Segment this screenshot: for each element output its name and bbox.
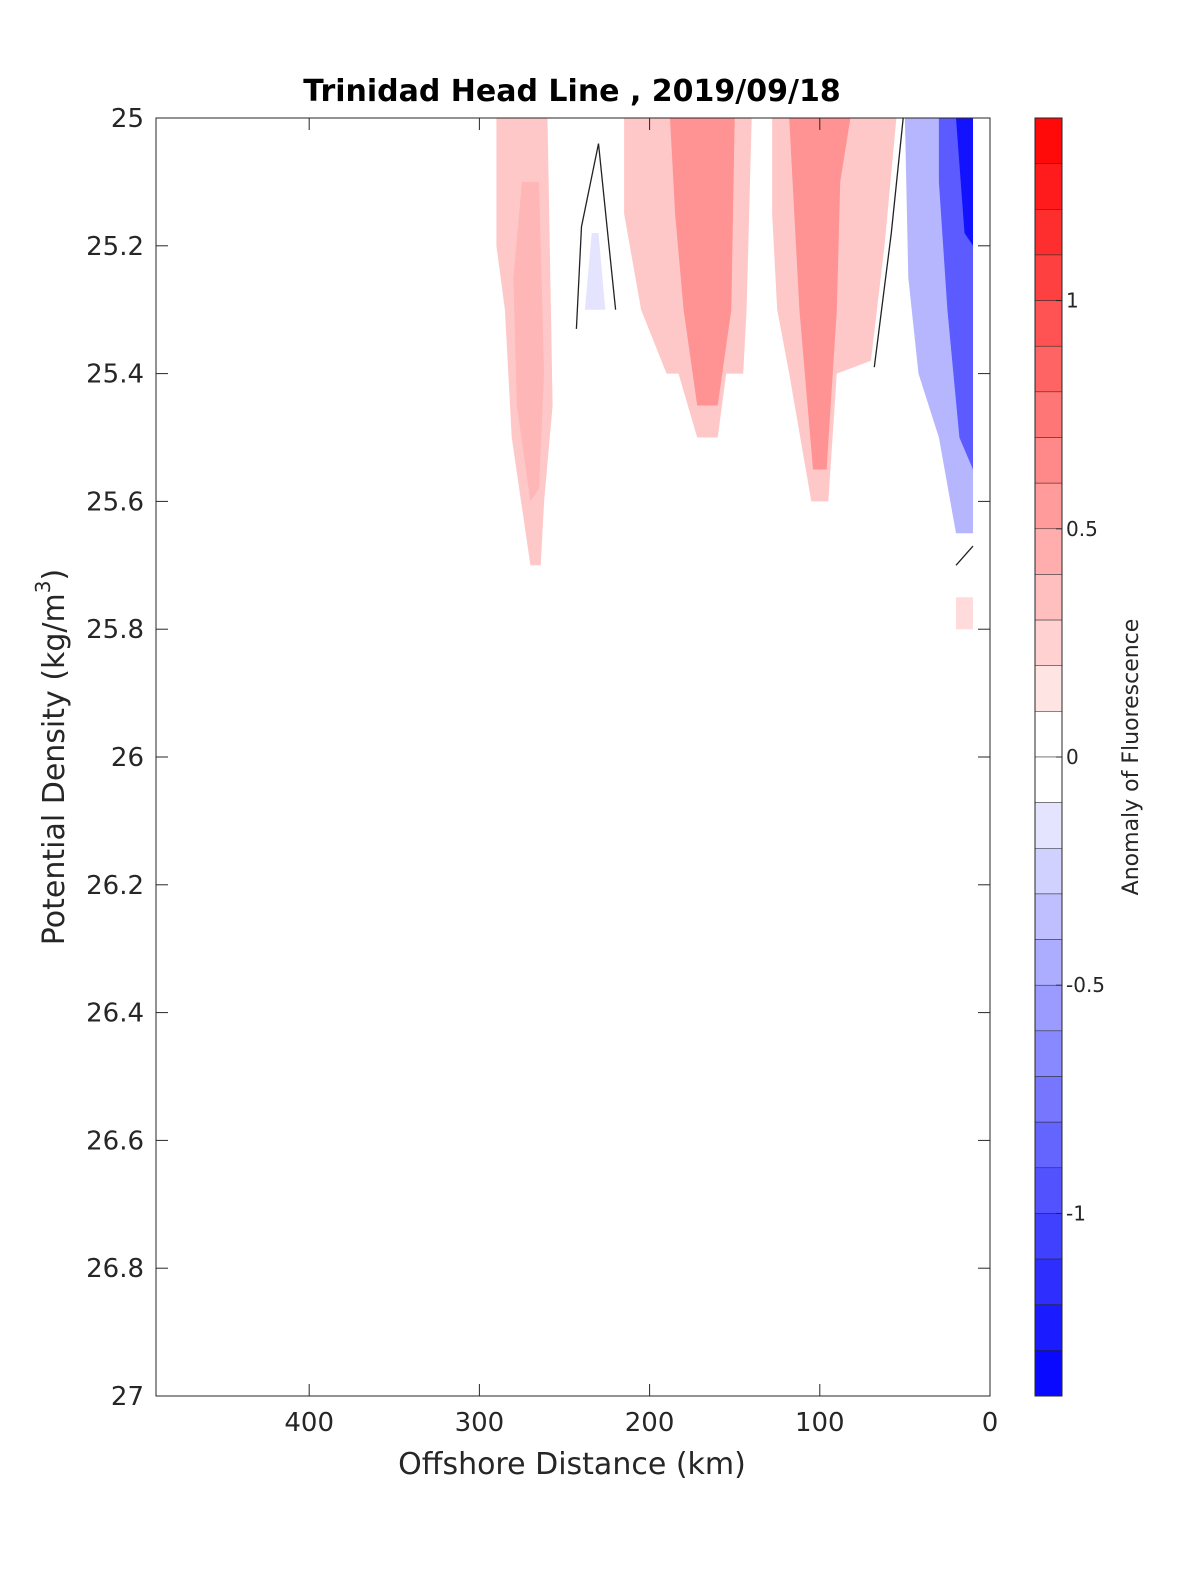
colorbar-band xyxy=(1034,1258,1063,1305)
colorbar-band xyxy=(1034,1350,1063,1397)
anomaly-region-near-positive-core xyxy=(789,118,851,470)
plot-frame xyxy=(155,117,991,1397)
x-tick-label: 400 xyxy=(284,1408,334,1438)
colorbar-band xyxy=(1034,756,1063,803)
anomaly-region-offshore-positive-core xyxy=(513,181,545,502)
y-axis-label-base: Potential Density (kg/m xyxy=(37,593,72,945)
colorbar-band xyxy=(1034,1121,1063,1169)
y-tick-label: 25.2 xyxy=(86,232,144,262)
colorbar-band xyxy=(1034,848,1063,895)
colorbar-band xyxy=(1034,437,1063,484)
plot-area xyxy=(155,117,991,1397)
colorbar: 1 0.5 0 -0.5 -1 Anomaly of Fluorescence xyxy=(1034,117,1144,1397)
colorbar-band xyxy=(1034,1304,1063,1351)
y-tick-label: 25 xyxy=(111,104,144,134)
fluorescence-anomaly-field xyxy=(496,118,973,630)
y-axis-label-end: ) xyxy=(37,569,72,581)
contour-zero-contour-coastal xyxy=(873,117,904,368)
colorbar-band xyxy=(1034,1030,1063,1077)
colorbar-band xyxy=(1034,1076,1063,1123)
contour-zero-contour-deep xyxy=(955,545,974,566)
colorbar-band xyxy=(1034,1167,1063,1214)
colorbar-band xyxy=(1034,528,1063,575)
x-tick-labels: 400 300 200 100 0 xyxy=(284,1408,998,1438)
anomaly-region-mid-positive-core xyxy=(670,118,735,406)
y-tick-label: 26.4 xyxy=(86,999,144,1029)
x-tick-label: 200 xyxy=(625,1408,675,1438)
colorbar-band xyxy=(1034,209,1063,256)
anomaly-region-small-negative-patch xyxy=(584,233,606,310)
colorbar-label: Anomaly of Fluorescence xyxy=(1119,619,1144,896)
contour-zero-contour-offshore xyxy=(575,143,617,329)
colorbar-band xyxy=(1034,711,1063,758)
colorbar-band xyxy=(1034,254,1063,301)
x-tick-label: 300 xyxy=(455,1408,505,1438)
y-axis-label: Potential Density (kg/m3) xyxy=(31,569,72,945)
colorbar-band xyxy=(1034,1213,1063,1260)
y-axis-label-superscript: 3 xyxy=(31,580,55,593)
anomaly-region-deep-positive-patch xyxy=(956,597,973,630)
colorbar-bands xyxy=(1034,117,1063,1397)
colorbar-band xyxy=(1034,391,1063,438)
colorbar-band xyxy=(1034,117,1063,164)
x-tick-label: 0 xyxy=(982,1408,999,1438)
colorbar-band xyxy=(1034,574,1063,621)
colorbar-band xyxy=(1034,619,1063,666)
colorbar-band xyxy=(1034,482,1063,530)
colorbar-band xyxy=(1034,802,1063,849)
x-axis-label: Offshore Distance (km) xyxy=(398,1447,746,1482)
colorbar-tick-label: -0.5 xyxy=(1066,973,1105,997)
anomaly-region-coastal-negative-edge xyxy=(956,118,973,246)
colorbar-tick-label: 0.5 xyxy=(1066,517,1098,541)
colorbar-band xyxy=(1034,163,1063,210)
y-tick-label: 26.2 xyxy=(86,871,144,901)
colorbar-band xyxy=(1034,300,1063,347)
y-tick-label: 26.8 xyxy=(86,1254,144,1284)
colorbar-band xyxy=(1034,939,1063,986)
chart-title: Trinidad Head Line , 2019/09/18 xyxy=(303,74,840,109)
y-tick-labels: 25 25.2 25.4 25.6 25.8 26 26.2 26.4 26.6 26.8 27 xyxy=(86,104,144,1412)
colorbar-tick-label: 1 xyxy=(1066,289,1079,313)
y-tick-label: 26 xyxy=(111,743,144,773)
y-tick-label: 25.8 xyxy=(86,615,144,645)
y-tick-label: 25.4 xyxy=(86,360,144,390)
colorbar-tick-label: 0 xyxy=(1066,745,1079,769)
colorbar-ticks: 1 0.5 0 -0.5 -1 xyxy=(1056,289,1105,1225)
x-tick-label: 100 xyxy=(795,1408,845,1438)
y-tick-label: 25.6 xyxy=(86,487,144,517)
colorbar-band xyxy=(1034,345,1063,393)
colorbar-band xyxy=(1034,984,1063,1032)
colorbar-band xyxy=(1034,665,1063,712)
zero-contours xyxy=(575,117,974,566)
y-tick-label: 26.6 xyxy=(86,1126,144,1156)
colorbar-band xyxy=(1034,893,1063,940)
y-tick-label: 27 xyxy=(111,1382,144,1412)
colorbar-tick-label: -1 xyxy=(1066,1201,1086,1225)
